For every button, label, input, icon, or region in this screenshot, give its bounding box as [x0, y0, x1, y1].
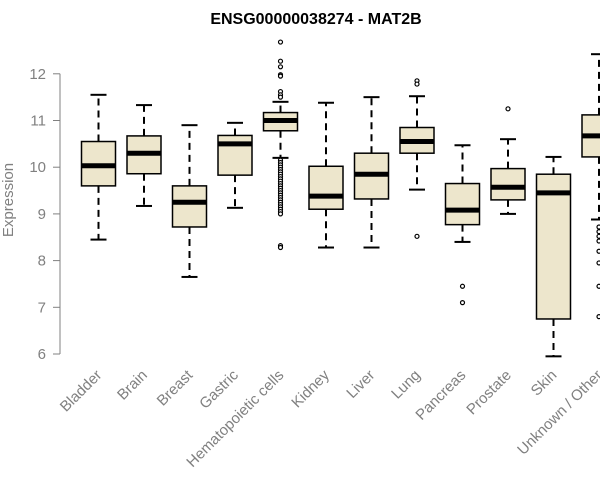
outlier-point: [279, 65, 283, 69]
chart-title: ENSG00000038274 - MAT2B: [210, 11, 421, 28]
x-category-label: Bladder: [57, 367, 106, 416]
box-plot-chart: ENSG00000038274 - MAT2B Expression 6 7 8 9 1…: [0, 0, 600, 500]
box-skin: [537, 157, 571, 356]
y-tick-label: 12: [29, 66, 46, 83]
outlier-point: [279, 212, 283, 216]
y-tick-label: 8: [38, 253, 46, 270]
outlier-point: [461, 301, 465, 305]
y-tick-label: 11: [30, 113, 46, 130]
box-liver: [355, 97, 389, 247]
y-axis-label: Expression: [0, 163, 17, 237]
outlier-point: [415, 82, 419, 86]
box-prostate: [491, 107, 525, 214]
boxes-layer: [82, 40, 600, 356]
iqr-box: [309, 166, 343, 209]
box-pancreas: [446, 145, 480, 304]
box-kidney: [309, 103, 343, 248]
x-category-label: Kidney: [288, 366, 333, 411]
y-tick-label: 9: [38, 206, 46, 223]
x-category-label: Prostate: [463, 367, 515, 419]
x-category-label: Lung: [388, 367, 424, 403]
iqr-box: [173, 186, 207, 227]
outlier-point: [279, 74, 283, 78]
outlier-point: [415, 234, 419, 238]
x-category-label: Pancreas: [412, 367, 469, 424]
box-brain: [127, 105, 161, 206]
y-axis: 6 7 8 9 10 11 12: [29, 66, 60, 363]
box-unknown-other: [582, 54, 600, 318]
x-category-label: Breast: [154, 366, 197, 409]
box-bladder: [82, 95, 116, 240]
y-tick-label: 10: [29, 159, 46, 176]
outlier-point: [279, 95, 283, 99]
box-gastric: [218, 123, 252, 208]
iqr-box: [446, 184, 480, 225]
outlier-point: [461, 284, 465, 288]
iqr-box: [537, 174, 571, 319]
x-category-label: Skin: [528, 367, 561, 400]
x-category-label: Liver: [343, 367, 378, 402]
x-category-label: Brain: [114, 367, 151, 404]
outlier-point: [279, 246, 283, 250]
outlier-point: [279, 59, 283, 63]
box-hematopoietic-cells: [264, 40, 298, 249]
box-lung: [400, 79, 434, 239]
outlier-point: [506, 107, 510, 111]
y-tick-label: 7: [38, 299, 46, 316]
box-breast: [173, 125, 207, 277]
outlier-point: [279, 40, 283, 44]
iqr-box: [491, 169, 525, 200]
y-tick-label: 6: [38, 346, 46, 363]
